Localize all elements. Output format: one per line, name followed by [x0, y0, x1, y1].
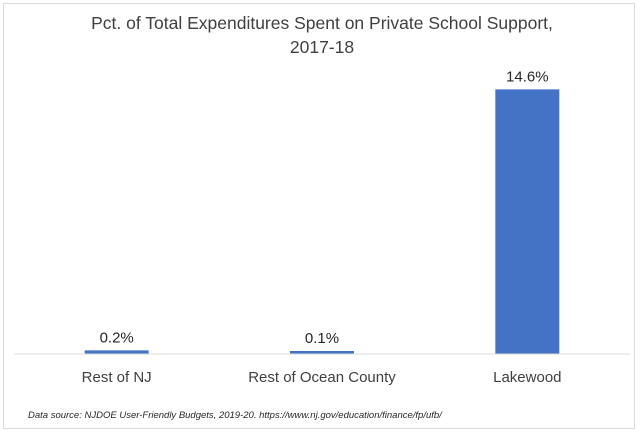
- data-label: 14.6%: [506, 68, 549, 85]
- category-label: Rest of Ocean County: [248, 369, 396, 386]
- chart-title-line-1: Pct. of Total Expenditures Spent on Priv…: [91, 13, 553, 33]
- bar-lakewood: [495, 89, 560, 354]
- chart-title-line-2: 2017-18: [290, 37, 354, 57]
- bar-rest-of-nj: [84, 350, 149, 354]
- data-label: 0.2%: [100, 329, 134, 346]
- category-label: Rest of NJ: [82, 369, 152, 386]
- data-label: 0.1%: [305, 330, 339, 347]
- data-source-note: Data source: NJDOE User-Friendly Budgets…: [28, 410, 443, 421]
- category-label: Lakewood: [493, 369, 561, 386]
- chart-frame: Pct. of Total Expenditures Spent on Priv…: [3, 3, 635, 429]
- bar-chart: Pct. of Total Expenditures Spent on Priv…: [14, 13, 630, 421]
- bar-rest-of-ocean-county: [290, 351, 354, 354]
